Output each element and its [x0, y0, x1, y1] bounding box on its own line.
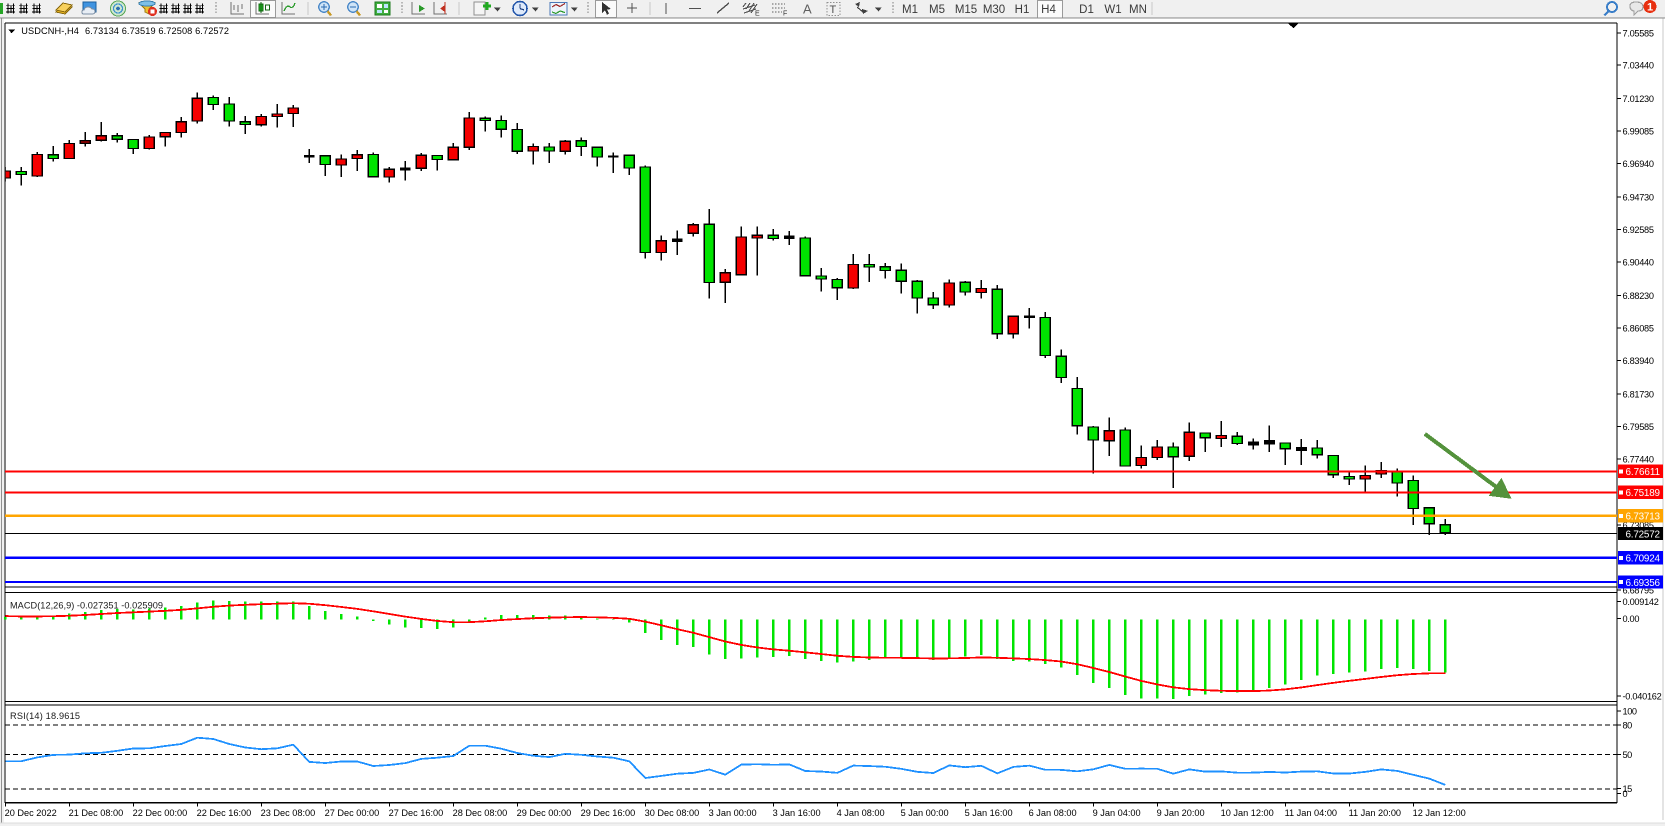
svg-text:1: 1 — [1647, 2, 1653, 14]
svg-text:11 Jan 20:00: 11 Jan 20:00 — [1349, 808, 1401, 818]
svg-text:M15: M15 — [955, 4, 977, 16]
svg-text:6.72572: 6.72572 — [1626, 529, 1661, 540]
svg-text:W1: W1 — [1104, 4, 1121, 16]
svg-text:-0.040162: -0.040162 — [1623, 691, 1662, 701]
svg-text:6.90440: 6.90440 — [1623, 258, 1655, 268]
svg-text:12 Jan 12:00: 12 Jan 12:00 — [1413, 808, 1466, 818]
svg-text:6.73085: 6.73085 — [1623, 521, 1655, 531]
svg-text:6.79585: 6.79585 — [1623, 422, 1655, 432]
svg-text:22 Dec 00:00: 22 Dec 00:00 — [133, 808, 188, 818]
svg-text:30 Dec 08:00: 30 Dec 08:00 — [645, 808, 700, 818]
svg-text:6.86085: 6.86085 — [1623, 324, 1655, 334]
svg-text:F: F — [783, 11, 787, 18]
svg-text:M30: M30 — [983, 4, 1005, 16]
svg-text:27 Dec 16:00: 27 Dec 16:00 — [389, 808, 444, 818]
svg-text:6.92585: 6.92585 — [1623, 225, 1655, 235]
svg-text:6 Jan 08:00: 6 Jan 08:00 — [1029, 808, 1077, 818]
svg-text:6.94730: 6.94730 — [1623, 193, 1655, 203]
svg-text:7.03440: 7.03440 — [1623, 61, 1655, 71]
svg-text:H4: H4 — [1041, 4, 1056, 16]
svg-text:0.00: 0.00 — [1623, 614, 1640, 624]
svg-text:10 Jan 12:00: 10 Jan 12:00 — [1221, 808, 1274, 818]
svg-text:3 Jan 16:00: 3 Jan 16:00 — [773, 808, 821, 818]
svg-text:4 Jan 08:00: 4 Jan 08:00 — [837, 808, 885, 818]
svg-text:6.83940: 6.83940 — [1623, 356, 1655, 366]
svg-text:MN: MN — [1129, 4, 1147, 16]
svg-text:6.73134 6.73519 6.72508 6.7257: 6.73134 6.73519 6.72508 6.72572 — [85, 26, 229, 36]
svg-text:20 Dec 2022: 20 Dec 2022 — [5, 808, 57, 818]
svg-text:21 Dec 08:00: 21 Dec 08:00 — [69, 808, 124, 818]
svg-text:0.009142: 0.009142 — [1623, 597, 1659, 607]
svg-text:50: 50 — [1623, 750, 1633, 760]
svg-text:RSI(14) 18.9615: RSI(14) 18.9615 — [10, 711, 80, 721]
svg-text:9 Jan 04:00: 9 Jan 04:00 — [1093, 808, 1141, 818]
svg-text:5 Jan 16:00: 5 Jan 16:00 — [965, 808, 1013, 818]
svg-text:M1: M1 — [902, 4, 918, 16]
svg-text:7.01230: 7.01230 — [1623, 94, 1655, 104]
svg-text:E: E — [755, 11, 760, 18]
svg-text:11 Jan 04:00: 11 Jan 04:00 — [1285, 808, 1337, 818]
svg-text:6.99085: 6.99085 — [1623, 127, 1655, 137]
svg-text:A: A — [803, 2, 812, 17]
svg-text:6.69356: 6.69356 — [1626, 578, 1661, 589]
svg-text:6.70924: 6.70924 — [1626, 554, 1661, 565]
svg-text:23 Dec 08:00: 23 Dec 08:00 — [261, 808, 316, 818]
svg-text:D1: D1 — [1079, 4, 1094, 16]
svg-text:6.73713: 6.73713 — [1626, 512, 1661, 523]
svg-text:H1: H1 — [1015, 4, 1030, 16]
svg-text:100: 100 — [1623, 707, 1638, 717]
svg-text:29 Dec 16:00: 29 Dec 16:00 — [581, 808, 636, 818]
svg-text:6.75189: 6.75189 — [1626, 488, 1661, 499]
svg-text:5 Jan 00:00: 5 Jan 00:00 — [901, 808, 949, 818]
svg-text:7.05585: 7.05585 — [1623, 29, 1655, 39]
svg-text:M5: M5 — [929, 4, 945, 16]
svg-text:80: 80 — [1623, 721, 1633, 731]
svg-text:T: T — [830, 4, 837, 16]
svg-text:6.77440: 6.77440 — [1623, 455, 1655, 465]
svg-text:MACD(12,26,9) -0.027351 -0.025: MACD(12,26,9) -0.027351 -0.025909 — [10, 601, 163, 611]
svg-text:6.68795: 6.68795 — [1623, 586, 1655, 596]
svg-text:27 Dec 00:00: 27 Dec 00:00 — [325, 808, 380, 818]
svg-text:9 Jan 20:00: 9 Jan 20:00 — [1157, 808, 1205, 818]
svg-text:22 Dec 16:00: 22 Dec 16:00 — [197, 808, 252, 818]
svg-text:6.81730: 6.81730 — [1623, 390, 1655, 400]
svg-text:6.76611: 6.76611 — [1626, 467, 1661, 478]
svg-text:15: 15 — [1623, 784, 1633, 794]
svg-text:USDCNH-,H4: USDCNH-,H4 — [21, 26, 79, 36]
svg-text:3 Jan 00:00: 3 Jan 00:00 — [709, 808, 757, 818]
svg-text:0: 0 — [1623, 789, 1628, 799]
svg-text:6.88230: 6.88230 — [1623, 291, 1655, 301]
svg-text:29 Dec 00:00: 29 Dec 00:00 — [517, 808, 572, 818]
svg-text:6.96940: 6.96940 — [1623, 159, 1655, 169]
svg-text:28 Dec 08:00: 28 Dec 08:00 — [453, 808, 508, 818]
